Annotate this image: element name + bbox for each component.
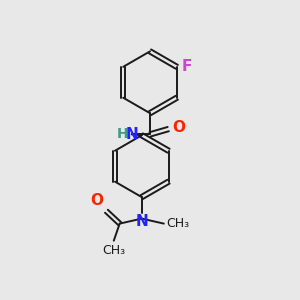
Text: N: N [136,214,149,229]
Text: O: O [91,193,103,208]
Text: O: O [172,120,185,135]
Text: N: N [125,127,138,142]
Text: CH₃: CH₃ [166,217,189,230]
Text: CH₃: CH₃ [102,244,125,257]
Text: H: H [117,128,128,141]
Text: F: F [182,59,192,74]
